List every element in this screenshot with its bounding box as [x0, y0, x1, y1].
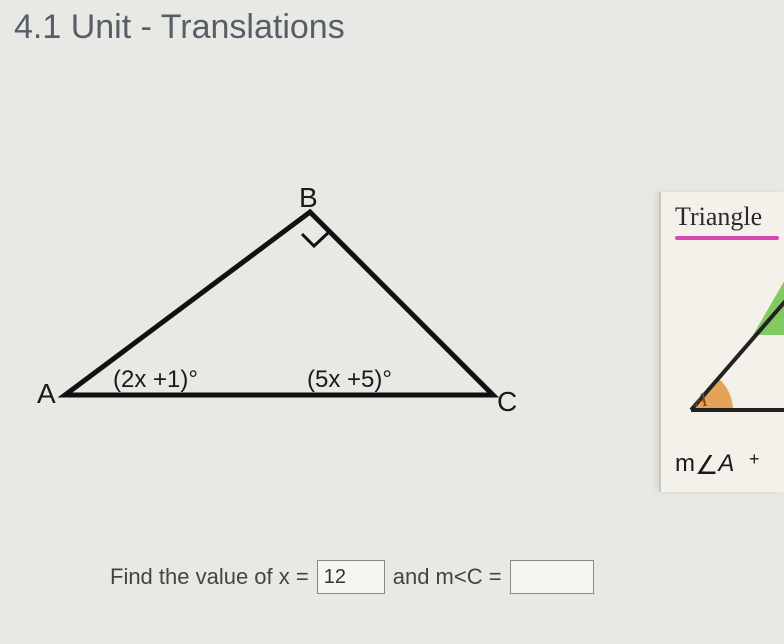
notecard-vertex-a: A [693, 389, 708, 411]
answer-row: Find the value of x = and m<C = [110, 560, 594, 594]
notecard-angle-diagram: A [661, 260, 784, 420]
vertex-a-label: A [37, 378, 56, 410]
input-mc[interactable] [510, 560, 594, 594]
prompt-x-text: Find the value of x = [110, 564, 309, 590]
eq-m: m [675, 450, 695, 477]
triangle-svg [55, 190, 535, 440]
angle-a-expression: (2x +1)° [113, 366, 198, 394]
angle-c-expression: (5x +5)° [307, 366, 392, 394]
right-angle-marker [302, 232, 329, 246]
eq-plus: + [749, 449, 760, 469]
vertex-c-label: C [497, 386, 517, 418]
reference-notecard: Triangle A m∠A + [659, 192, 784, 492]
input-x[interactable] [317, 560, 385, 594]
notecard-title: Triangle [675, 202, 762, 232]
prompt-mc-text: and m<C = [393, 564, 502, 590]
vertex-b-label: B [299, 182, 318, 214]
triangle-figure: B A C (2x +1)° (5x +5)° [55, 190, 535, 440]
angle-symbol-icon: ∠ [695, 450, 718, 481]
eq-letter: A [718, 450, 734, 477]
notecard-equation: m∠A + [675, 447, 760, 478]
page-title: 4.1 Unit - Translations [14, 8, 345, 47]
notecard-underline [675, 236, 779, 240]
